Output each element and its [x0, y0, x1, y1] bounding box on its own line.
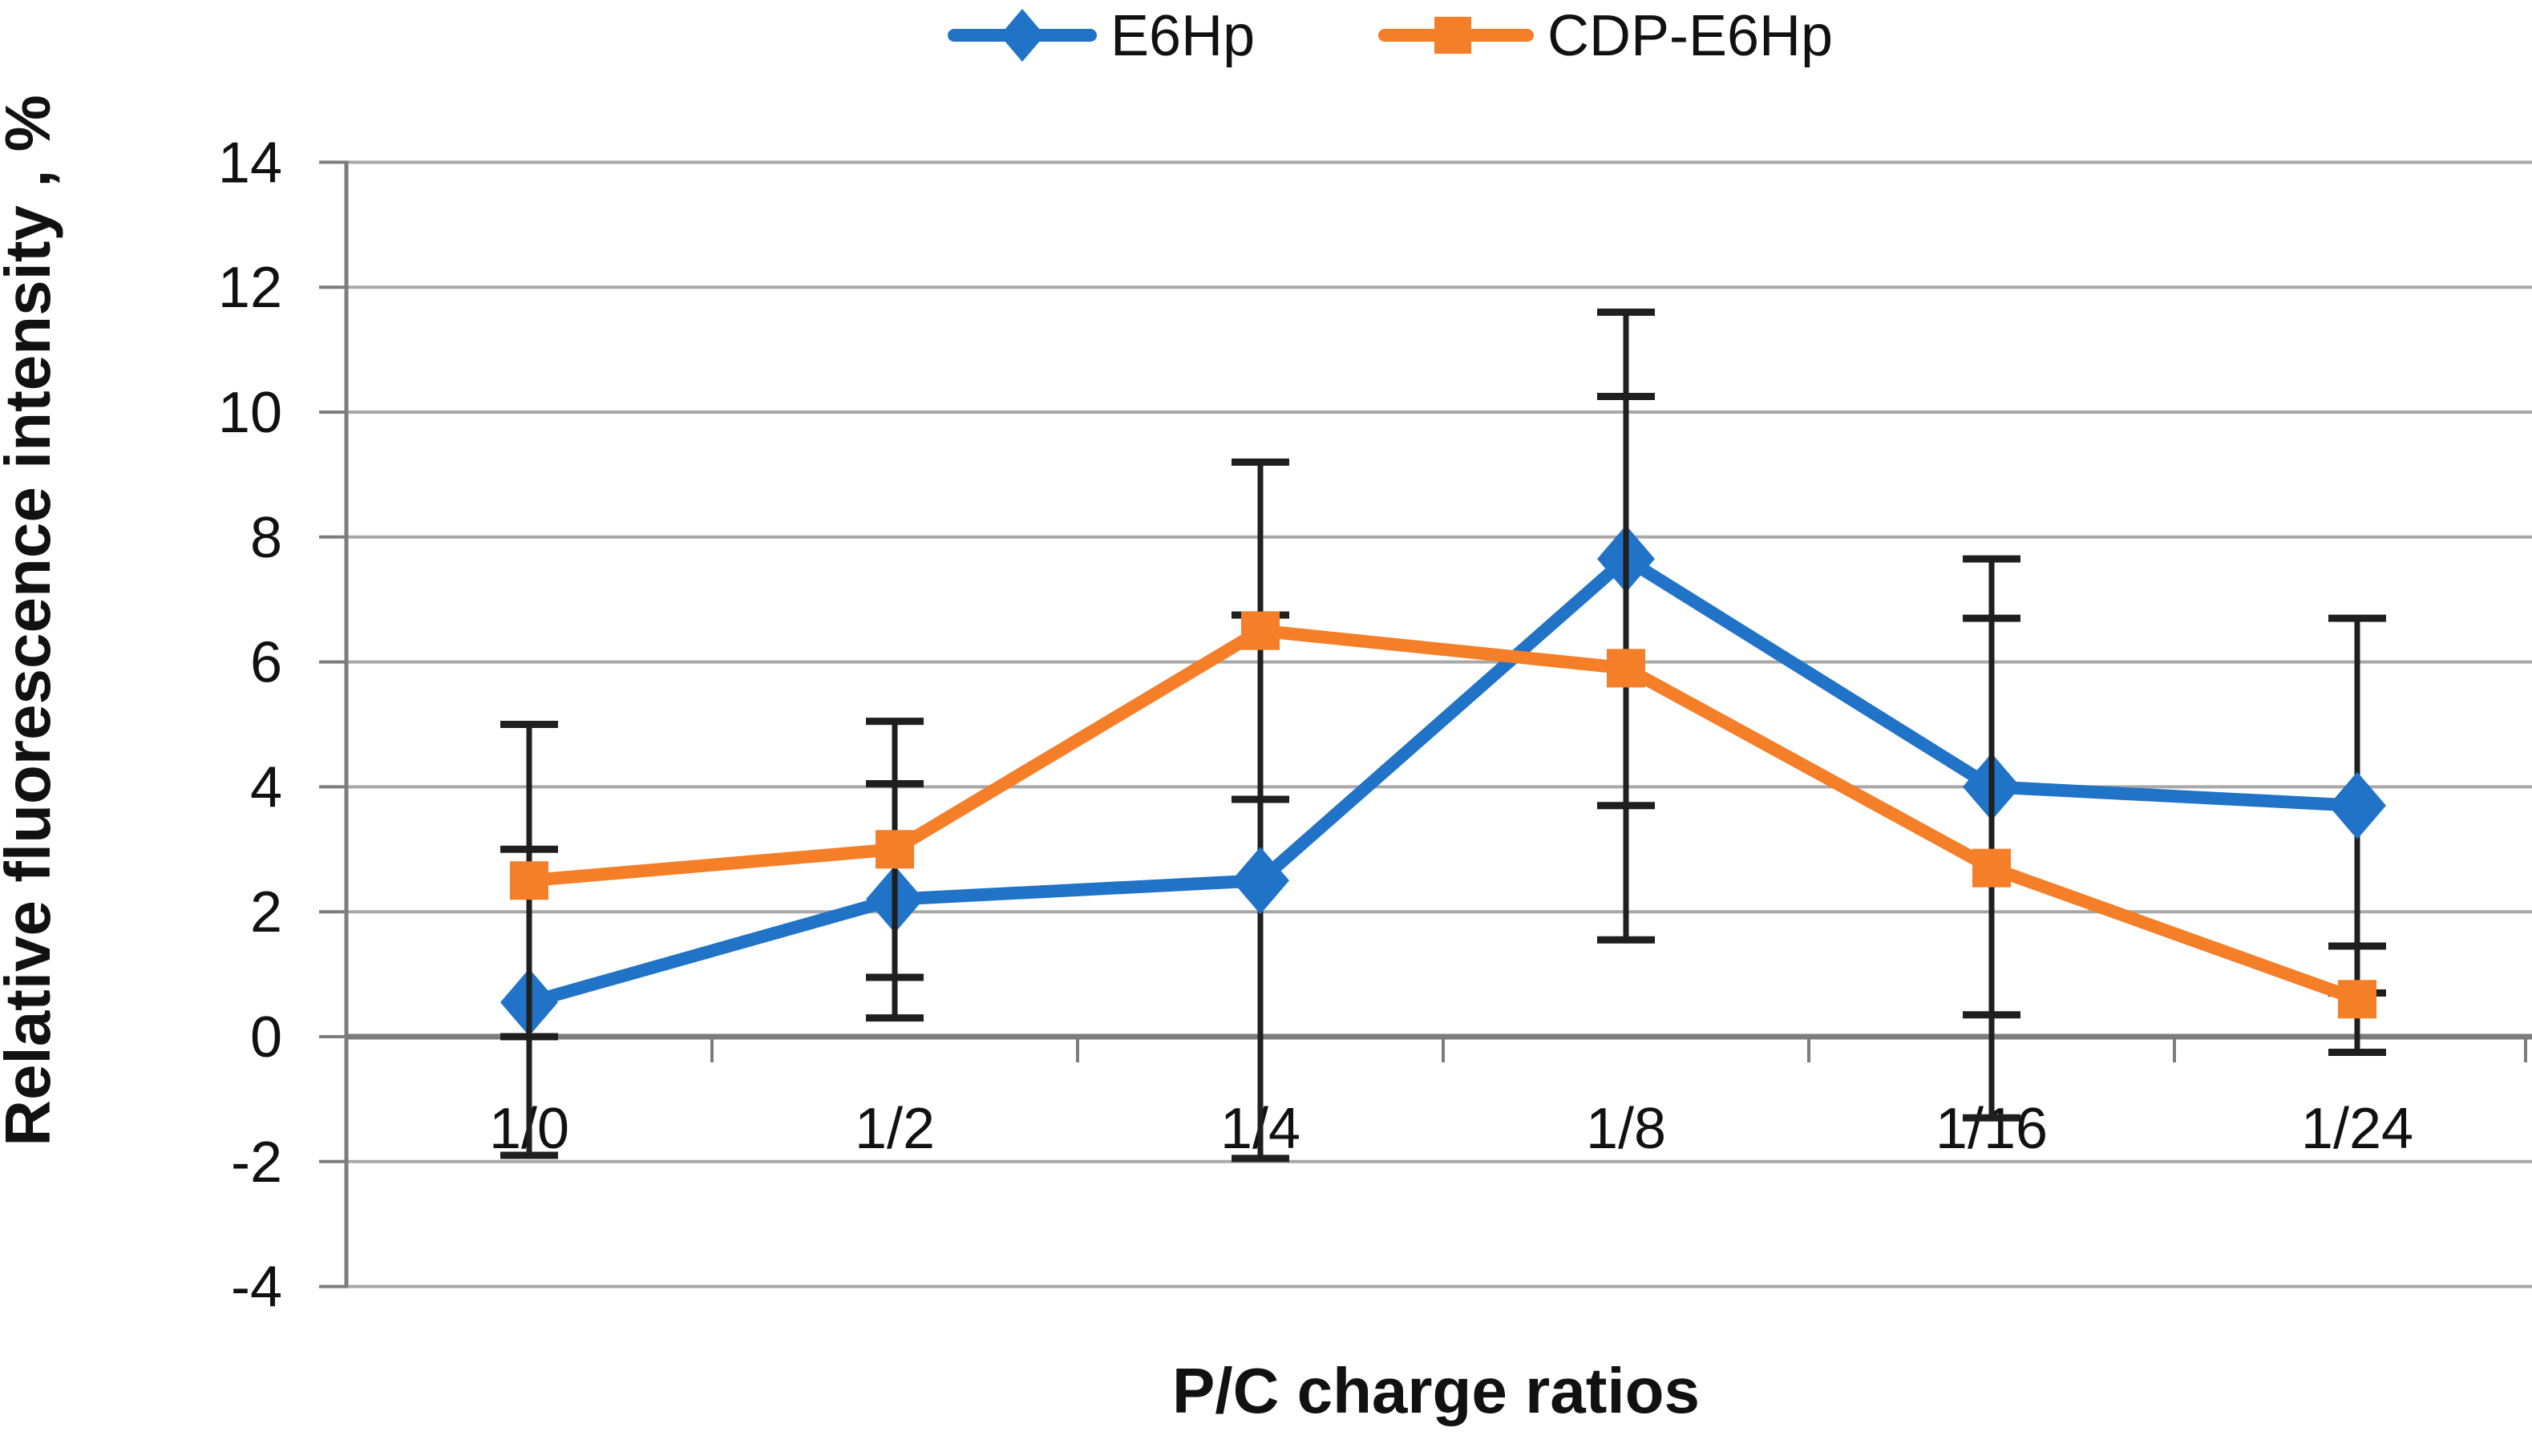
- x-tick-label: 1/8: [1586, 1097, 1666, 1161]
- square-marker-icon: [1241, 611, 1280, 650]
- diamond-marker-icon: [1000, 9, 1045, 62]
- x-axis-title: P/C charge ratios: [1172, 1355, 1700, 1426]
- square-marker-icon: [876, 830, 914, 869]
- gridlines: [319, 160, 2532, 1288]
- legend-label: CDP-E6Hp: [1547, 4, 1833, 68]
- series-E6Hp: [500, 525, 2386, 1037]
- y-tick-label: 0: [250, 1005, 282, 1070]
- error-bars-CDP-E6Hp: [500, 393, 2386, 1122]
- square-marker-icon: [1607, 649, 1645, 688]
- square-marker-icon: [2338, 980, 2376, 1019]
- square-marker-icon: [510, 861, 548, 900]
- diamond-marker-icon: [2328, 771, 2386, 839]
- y-tick-label: 6: [250, 631, 282, 695]
- diamond-marker-icon: [1232, 847, 1289, 915]
- error-bars-E6Hp: [500, 308, 2386, 1163]
- y-tick-label: 10: [218, 381, 282, 445]
- square-marker-icon: [1972, 848, 2011, 888]
- series-line-CDP-E6Hp: [523, 624, 2364, 1006]
- legend: E6Hp CDP-E6Hp: [948, 4, 1833, 68]
- x-tick-label: 1/2: [855, 1097, 935, 1161]
- y-tick-label: 12: [218, 256, 282, 320]
- y-tick-label: 8: [250, 506, 282, 570]
- y-tick-label: -4: [231, 1256, 282, 1320]
- y-axis-title: Relative fluorescence intensity , %: [0, 95, 63, 1147]
- y-tick-label: 4: [250, 755, 282, 819]
- y-tick-label: -2: [231, 1130, 282, 1195]
- square-marker-icon: [1434, 17, 1471, 54]
- y-tick-label: 14: [218, 131, 282, 195]
- y-tick-label: 2: [250, 880, 282, 944]
- x-tick-label: 1/24: [2301, 1097, 2413, 1161]
- series-line-E6Hp: [523, 552, 2364, 1009]
- series-CDP-E6Hp: [510, 611, 2376, 1019]
- legend-label: E6Hp: [1110, 4, 1255, 68]
